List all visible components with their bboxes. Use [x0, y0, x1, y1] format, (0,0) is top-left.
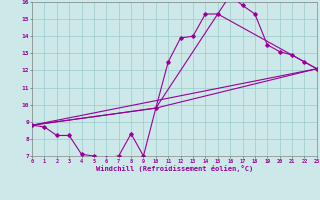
- X-axis label: Windchill (Refroidissement éolien,°C): Windchill (Refroidissement éolien,°C): [96, 165, 253, 172]
